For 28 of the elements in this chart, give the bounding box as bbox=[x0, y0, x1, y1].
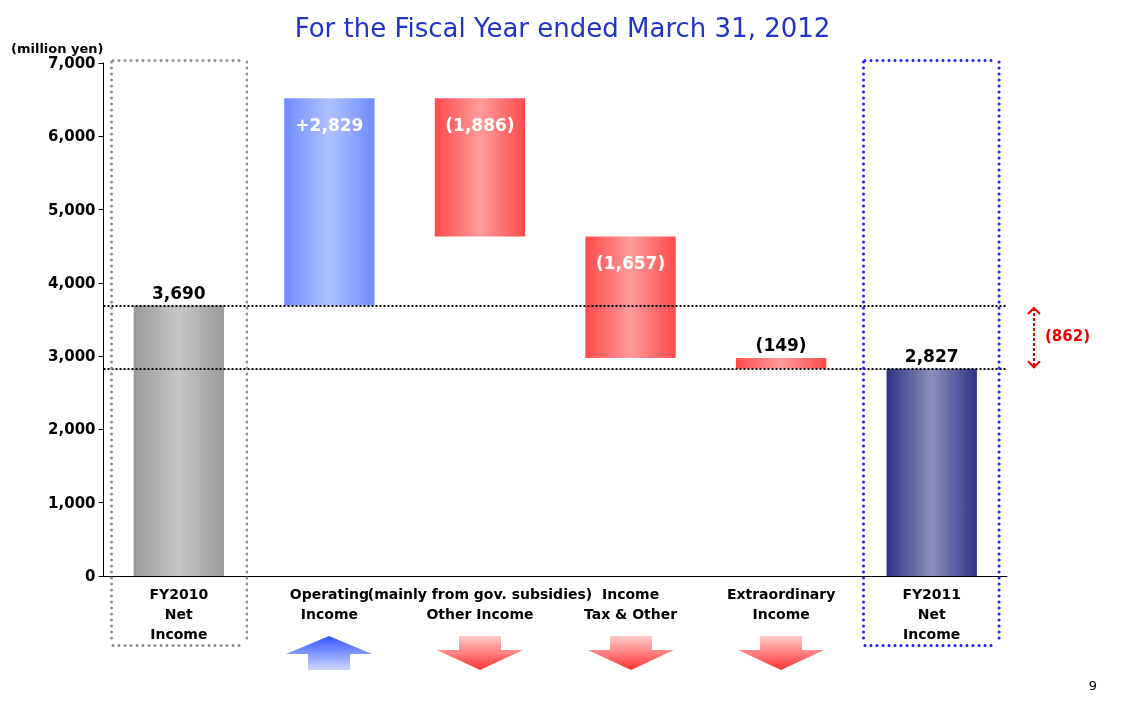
y-tick-label: 0 bbox=[85, 567, 96, 585]
data-label: (1,886) bbox=[445, 114, 515, 135]
data-label: 2,827 bbox=[904, 346, 959, 367]
text: (862) bbox=[1045, 327, 1091, 346]
y-tick-label: 6,000 bbox=[48, 127, 96, 146]
y-tick-label: 2,000 bbox=[48, 420, 96, 439]
bar bbox=[735, 357, 827, 369]
data-label: +2,829 bbox=[295, 114, 364, 135]
y-tick-label: 4,000 bbox=[48, 273, 96, 292]
data-label: 3,690 bbox=[151, 283, 206, 304]
bar bbox=[585, 236, 676, 358]
y-tick-label: 1,000 bbox=[48, 493, 96, 512]
bar bbox=[886, 368, 977, 576]
y-axis-title: (million yen) bbox=[11, 41, 104, 56]
bar bbox=[133, 305, 224, 576]
y-tick-label: 3,000 bbox=[48, 347, 96, 366]
x-tick-label: Extraordinary Income bbox=[726, 586, 836, 622]
bar bbox=[434, 98, 526, 237]
bar bbox=[284, 98, 375, 306]
text: 9 bbox=[1088, 678, 1097, 693]
data-label: (149) bbox=[755, 335, 807, 356]
x-tick-label: FY2011 Net Income bbox=[902, 586, 962, 642]
data-label: (1,657) bbox=[595, 252, 666, 273]
y-tick-label: 5,000 bbox=[48, 200, 96, 219]
y-tick-label: 7,000 bbox=[48, 54, 96, 72]
chart-title: For the Fiscal Year ended March 31, 2012 bbox=[294, 13, 831, 43]
x-tick-label: FY2010 Net Income bbox=[149, 586, 209, 642]
x-tick-label: Operating Income bbox=[289, 586, 370, 622]
